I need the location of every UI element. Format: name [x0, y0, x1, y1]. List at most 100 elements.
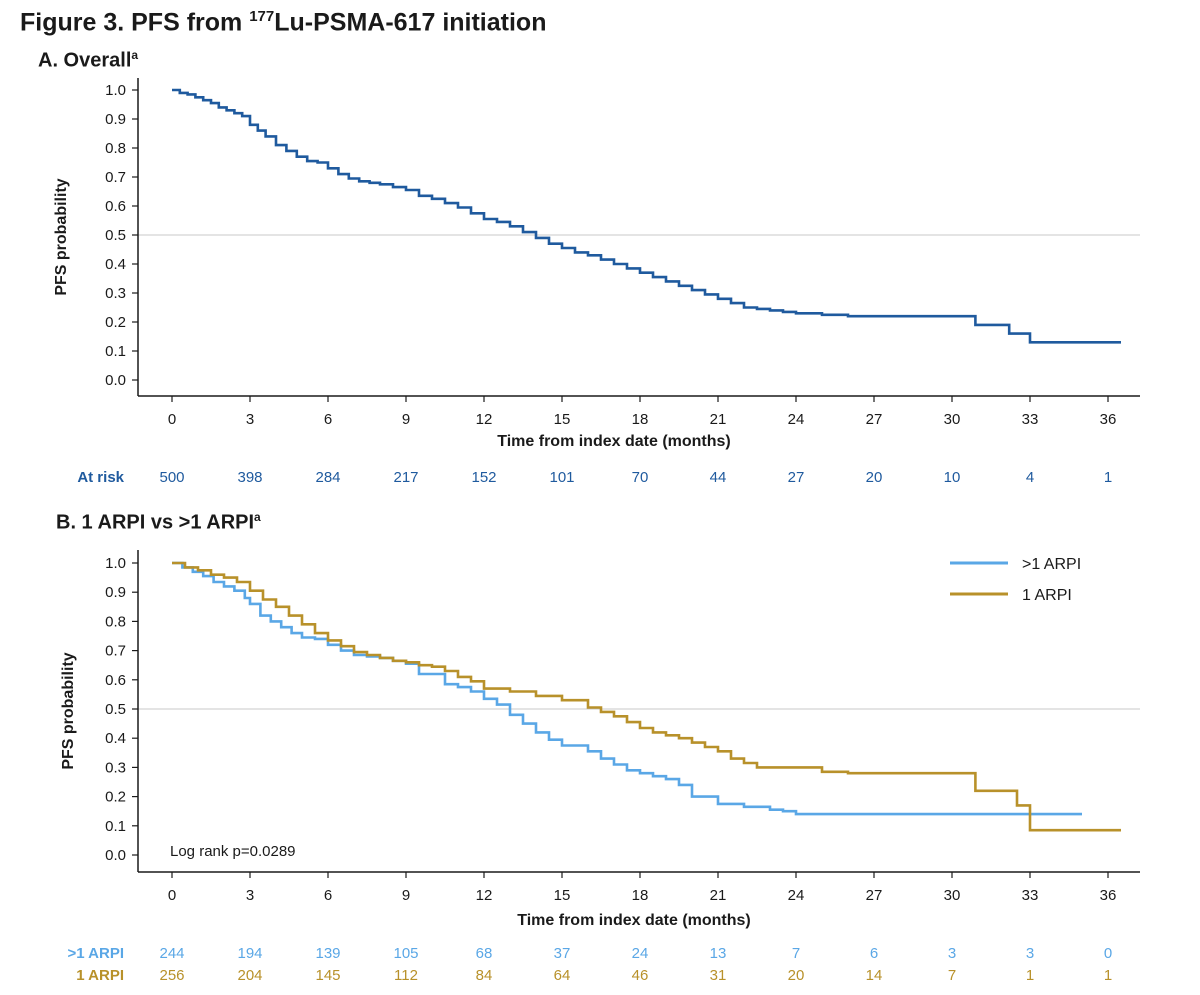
panel-a-x-axis-label: Time from index date (months): [497, 433, 731, 450]
panel-a-at-risk-value: 4: [1026, 469, 1034, 486]
panel-b-y-tick-label: 0.9: [105, 584, 126, 601]
panel-a-at-risk-value: 500: [159, 469, 184, 486]
panel-b-at-risk-value: 1: [1026, 967, 1034, 984]
panel-b-y-tick-label: 0.2: [105, 789, 126, 806]
panel-b-at-risk-value: 14: [866, 967, 883, 984]
panel-a-x-tick-label: 36: [1100, 411, 1117, 428]
panel-b-y-tick-label: 0.4: [105, 730, 126, 747]
panel-b-at-risk-value: 139: [315, 945, 340, 962]
panel-b-series-line-gt1-arpi: [172, 561, 1082, 816]
panel-b-at-risk-value: 1: [1104, 967, 1112, 984]
panel-b-title: B. 1 ARPI vs >1 ARPIa: [56, 510, 261, 535]
panel-b-at-risk-value: 6: [870, 945, 878, 962]
figure-title-superscript: 177: [249, 8, 275, 25]
panel-a-x-tick-label: 15: [554, 411, 571, 428]
panel-a-x-tick-label: 3: [246, 411, 254, 428]
panel-b-x-tick-label: 36: [1100, 887, 1117, 904]
panel-a-x-tick-label: 33: [1022, 411, 1039, 428]
panel-b-y-tick-label: 0.5: [105, 701, 126, 718]
panel-a-at-risk-value: 217: [393, 469, 418, 486]
panel-b-at-risk-value: 145: [315, 967, 340, 984]
panel-a-y-tick-label: 1.0: [105, 82, 126, 99]
panel-b-at-risk-value: 84: [476, 967, 493, 984]
panel-a-at-risk-value: 10: [944, 469, 961, 486]
panel-a-y-tick-label: 0.7: [105, 169, 126, 186]
panel-a-at-risk-value: 20: [866, 469, 883, 486]
panel-b-y-tick-label: 0.8: [105, 613, 126, 630]
panel-a-at-risk-value: 152: [471, 469, 496, 486]
panel-b-x-axis-label: Time from index date (months): [517, 912, 751, 929]
panel-b-at-risk-value: 256: [159, 967, 184, 984]
panel-a-at-risk-value: 27: [788, 469, 805, 486]
panel-a-y-axis-label: PFS probability: [53, 178, 70, 295]
panel-b-at-risk-value: 105: [393, 945, 418, 962]
panel-a-x-tick-label: 27: [866, 411, 883, 428]
panel-a-x-tick-label: 18: [632, 411, 649, 428]
panel-b-at-risk-row-label: >1 ARPI: [67, 945, 124, 962]
legend-label-one-arpi: 1 ARPI: [1022, 587, 1072, 604]
panel-b-x-tick-label: 3: [246, 887, 254, 904]
panel-a-x-tick-label: 6: [324, 411, 332, 428]
panel-a-x-tick-label: 24: [788, 411, 805, 428]
panel-b-at-risk-value: 194: [237, 945, 262, 962]
panel-a-at-risk-row-label: At risk: [77, 469, 124, 486]
panel-b-at-risk-value: 7: [948, 967, 956, 984]
panel-a-title-text: A. Overall: [38, 49, 132, 72]
panel-b-x-tick-label: 0: [168, 887, 176, 904]
panel-a-at-risk-value: 44: [710, 469, 727, 486]
panel-b-x-tick-label: 27: [866, 887, 883, 904]
panel-b-x-tick-label: 24: [788, 887, 805, 904]
panel-b-at-risk-row-label: 1 ARPI: [76, 967, 124, 984]
panel-b-at-risk-value: 3: [948, 945, 956, 962]
panel-b-at-risk-value: 112: [394, 967, 418, 984]
figure-title: Figure 3. PFS from 177Lu-PSMA-617 initia…: [20, 8, 546, 37]
panel-a-y-tick-label: 0.3: [105, 285, 126, 302]
panel-a-x-tick-label: 9: [402, 411, 410, 428]
panel-b-at-risk-value: 204: [237, 967, 262, 984]
panel-a-y-tick-label: 0.1: [105, 343, 126, 360]
panel-b-x-tick-label: 18: [632, 887, 649, 904]
panel-a-y-tick-label: 0.9: [105, 111, 126, 128]
panel-a-y-tick-label: 0.8: [105, 140, 126, 157]
panel-a-x-tick-label: 0: [168, 411, 176, 428]
panel-a-y-tick-label: 0.5: [105, 227, 126, 244]
panel-a-series-line-overall: [172, 88, 1121, 344]
panel-b-y-tick-label: 0.0: [105, 847, 126, 864]
panel-a-x-tick-label: 12: [476, 411, 493, 428]
panel-b-x-tick-label: 9: [402, 887, 410, 904]
panel-b-x-tick-label: 30: [944, 887, 961, 904]
panel-b-y-tick-label: 0.6: [105, 672, 126, 689]
panel-a-at-risk-value: 101: [549, 469, 574, 486]
panel-b-at-risk-value: 20: [788, 967, 805, 984]
panel-a-at-risk-value: 398: [237, 469, 262, 486]
panel-b-x-tick-label: 21: [710, 887, 727, 904]
panel-b-at-risk-value: 3: [1026, 945, 1034, 962]
legend-label-gt1-arpi: >1 ARPI: [1022, 556, 1081, 573]
panel-a-y-tick-label: 0.6: [105, 198, 126, 215]
panel-a-at-risk-value: 1: [1104, 469, 1112, 486]
figure-title-rest: Lu-PSMA-617 initiation: [274, 8, 547, 37]
panel-b-at-risk-value: 37: [554, 945, 571, 962]
panel-b-title-text: B. 1 ARPI vs >1 ARPI: [56, 511, 255, 534]
panel-a-at-risk-value: 284: [315, 469, 340, 486]
panel-a-y-tick-label: 0.4: [105, 256, 126, 273]
panel-b-y-axis-label: PFS probability: [60, 652, 77, 769]
panel-b-at-risk-value: 31: [710, 967, 727, 984]
panel-b-x-tick-label: 12: [476, 887, 493, 904]
panel-a-title-footnote: a: [131, 48, 139, 62]
panel-b-x-tick-label: 15: [554, 887, 571, 904]
panel-b-at-risk-value: 68: [476, 945, 493, 962]
panel-b-at-risk-value: 24: [632, 945, 649, 962]
panel-a-y-tick-label: 0.2: [105, 314, 126, 331]
panel-b-x-tick-label: 33: [1022, 887, 1039, 904]
panel-a-x-tick-label: 30: [944, 411, 961, 428]
panel-b-y-tick-label: 0.7: [105, 643, 126, 660]
panel-b-at-risk-value: 64: [554, 967, 571, 984]
panel-b-at-risk-value: 46: [632, 967, 649, 984]
panel-b-title-footnote: a: [254, 510, 261, 524]
panel-b-at-risk-value: 7: [792, 945, 800, 962]
panel-b-series-line-one-arpi: [172, 561, 1121, 832]
panel-b-y-tick-label: 1.0: [105, 555, 126, 572]
panel-a-title: A. Overalla: [38, 48, 138, 73]
